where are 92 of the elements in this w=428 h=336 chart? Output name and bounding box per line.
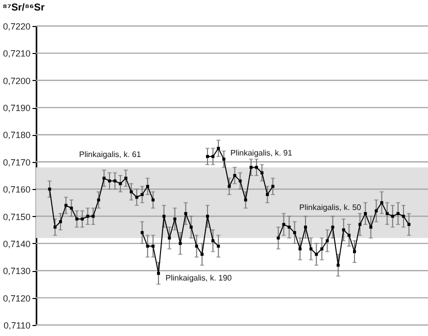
point	[206, 214, 209, 218]
point	[364, 212, 367, 216]
y-tick-label: 0,7170	[2, 157, 30, 168]
text: Plinkaigalis, k. 61	[79, 150, 142, 160]
point	[48, 188, 52, 191]
y-tick-label: 0,7160	[2, 184, 30, 195]
point	[380, 201, 384, 204]
point	[298, 247, 302, 250]
point	[80, 217, 84, 220]
point	[386, 212, 389, 216]
point	[113, 179, 116, 182]
point	[293, 231, 296, 234]
point	[326, 239, 329, 242]
y-tick-label: 0,7140	[2, 238, 30, 249]
point	[200, 252, 204, 256]
point	[135, 196, 138, 199]
point	[320, 247, 324, 250]
point	[342, 228, 346, 232]
point	[70, 206, 73, 210]
point	[146, 184, 150, 188]
point	[162, 214, 166, 218]
series-label: Plinkaigalis, k. 91	[230, 148, 293, 158]
point	[233, 174, 236, 177]
point	[92, 214, 95, 218]
point	[396, 212, 400, 216]
point	[152, 244, 155, 248]
point	[238, 179, 242, 182]
point	[184, 212, 188, 216]
point	[140, 231, 144, 234]
point	[108, 179, 111, 182]
y-tick-label: 0,7190	[2, 103, 30, 114]
y-tick-label: 0,7220	[2, 22, 30, 32]
point	[75, 217, 78, 220]
point	[118, 182, 122, 186]
point	[64, 204, 68, 207]
y-tick-label: 0,7120	[2, 293, 30, 304]
point	[255, 166, 258, 169]
point	[407, 222, 410, 226]
point	[309, 247, 312, 250]
point	[157, 272, 160, 275]
y-tick-label: 0,7150	[2, 212, 30, 222]
series-label: Plinkaigalis, k. 50	[299, 203, 362, 212]
point	[336, 264, 340, 267]
point	[402, 214, 405, 218]
point	[130, 190, 133, 194]
point	[314, 252, 318, 256]
point	[348, 234, 351, 237]
point	[102, 176, 106, 180]
point	[190, 226, 193, 229]
point	[140, 193, 144, 196]
point	[228, 184, 231, 188]
point	[86, 214, 90, 218]
point	[331, 226, 334, 229]
point	[353, 250, 356, 254]
point	[168, 236, 171, 240]
point	[250, 166, 253, 169]
point	[244, 198, 248, 202]
y-tick-label: 0,7130	[2, 266, 30, 276]
line-series	[48, 176, 155, 229]
point	[288, 226, 291, 229]
point	[54, 226, 57, 229]
point	[260, 171, 264, 174]
line-series	[140, 212, 220, 275]
point	[276, 236, 280, 240]
point	[216, 244, 220, 248]
point	[369, 226, 372, 229]
y-axis-title: ⁸⁷Sr/⁸⁶Sr	[2, 2, 45, 14]
point	[211, 154, 214, 158]
point	[152, 198, 155, 202]
point	[304, 226, 307, 229]
series-label: Plinkaigalis, k. 190	[166, 273, 232, 282]
point	[59, 220, 62, 224]
point	[195, 244, 198, 248]
point	[266, 193, 269, 196]
point	[282, 222, 286, 226]
point	[391, 214, 394, 218]
point	[216, 146, 220, 150]
point	[173, 217, 176, 220]
y-tick-label: 0,7180	[2, 130, 30, 140]
y-tick-label: 0,7200	[2, 76, 30, 86]
point	[222, 158, 226, 161]
point	[206, 154, 209, 158]
y-tick-label: 0,7210	[2, 48, 30, 59]
point	[358, 222, 362, 226]
point	[146, 244, 150, 248]
point	[178, 242, 182, 245]
y-tick-label: 0,7110	[4, 320, 30, 330]
point	[97, 198, 100, 202]
point	[124, 176, 128, 180]
point	[211, 239, 214, 242]
point	[271, 184, 274, 188]
point	[374, 209, 378, 212]
